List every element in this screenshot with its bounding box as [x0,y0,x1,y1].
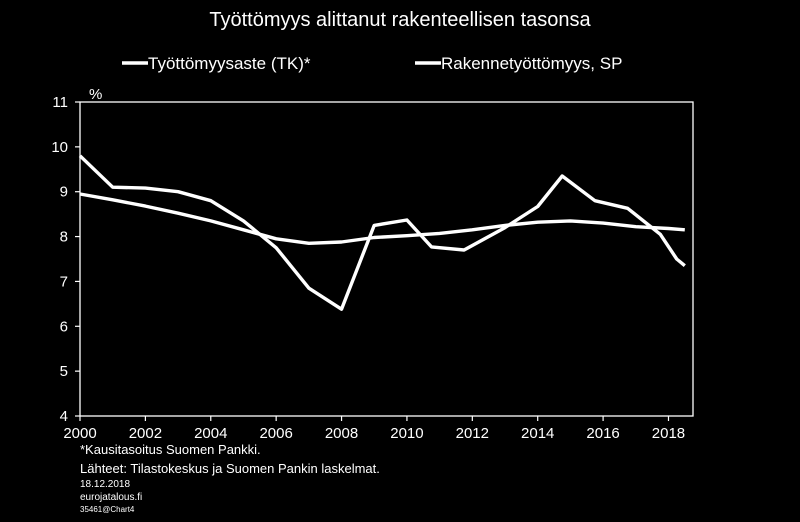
chart-title: Työttömyys alittanut rakenteellisen taso… [209,9,591,31]
footnote-date: 18.12.2018 [80,479,131,490]
series-line-1 [78,154,686,311]
y-tick-label: 7 [60,273,68,290]
footnote-site: eurojatalous.fi [80,492,143,503]
series-lines [78,154,686,311]
y-tick-label: 6 [60,318,68,335]
x-tick-label: 2016 [586,425,619,442]
x-tick-label: 2008 [325,425,358,442]
y-tick-label: 11 [52,94,68,111]
plot-frame [79,101,694,417]
y-tick-label: 4 [60,408,68,425]
legend-label: Rakennetyöttömyys, SP [441,54,622,73]
y-tick-label: 8 [60,229,68,246]
axes: 4 5 6 7 8 9 10 11 2000 2002 2004 2006 2008 2010 2012 20… [51,94,694,442]
x-tick-label: 2012 [456,425,489,442]
footnote-sources: Lähteet: Tilastokeskus ja Suomen Pankin … [80,461,380,476]
x-tick-label: 2010 [390,425,423,442]
y-tick-label: 10 [51,139,68,156]
x-tick-label: 2000 [63,425,96,442]
x-tick-label: 2014 [521,425,554,442]
y-tick-label: 9 [60,184,68,201]
footnote-seasonal: *Kausitasoitus Suomen Pankki. [80,442,261,457]
legend: Työttömyysaste (TK)* Rakennetyöttömyys, S… [122,54,622,73]
y-tick-label: 5 [60,363,68,380]
y-axis-unit: % [89,86,102,103]
footnote-chart-id: 35461@Chart4 [80,505,135,514]
x-tick-label: 2018 [652,425,685,442]
x-tick-label: 2006 [259,425,292,442]
legend-label: Työttömyysaste (TK)* [148,54,311,73]
series-line-2 [79,192,685,245]
x-tick-label: 2002 [129,425,162,442]
x-tick-label: 2004 [194,425,227,442]
